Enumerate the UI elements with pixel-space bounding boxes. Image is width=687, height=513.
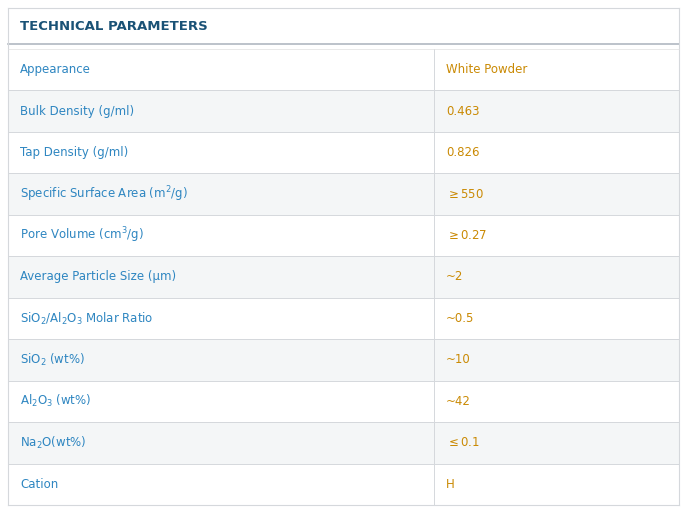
Text: SiO$_{2}$/Al$_{2}$O$_{3}$ Molar Ratio: SiO$_{2}$/Al$_{2}$O$_{3}$ Molar Ratio (20, 310, 153, 326)
Text: $\leq$0.1: $\leq$0.1 (446, 437, 480, 449)
Text: $\geq$0.27: $\geq$0.27 (446, 229, 487, 242)
Text: ~10: ~10 (446, 353, 471, 366)
Text: Tap Density (g/ml): Tap Density (g/ml) (20, 146, 128, 159)
Bar (8, 90, 679, 132)
Text: Average Particle Size (μm): Average Particle Size (μm) (20, 270, 176, 284)
Text: ~42: ~42 (446, 395, 471, 408)
Bar (8, 464, 679, 505)
Text: ~0.5: ~0.5 (446, 312, 475, 325)
Text: Bulk Density (g/ml): Bulk Density (g/ml) (20, 105, 134, 117)
Text: Appearance: Appearance (20, 63, 91, 76)
Text: Na$_{2}$O(wt%): Na$_{2}$O(wt%) (20, 435, 87, 451)
Text: $\geq$550: $\geq$550 (446, 188, 484, 201)
Text: 0.463: 0.463 (446, 105, 480, 117)
Bar (8, 339, 679, 381)
Bar (8, 256, 679, 298)
Bar (8, 173, 679, 215)
Text: White Powder: White Powder (446, 63, 528, 76)
Text: Pore Volume (cm$^{3}$/g): Pore Volume (cm$^{3}$/g) (20, 226, 144, 245)
Bar (8, 132, 679, 173)
Text: Al$_{2}$O$_{3}$ (wt%): Al$_{2}$O$_{3}$ (wt%) (20, 393, 91, 409)
Bar (8, 422, 679, 464)
Bar (8, 215, 679, 256)
Text: Cation: Cation (20, 478, 58, 491)
Bar (8, 298, 679, 339)
Text: ~2: ~2 (446, 270, 464, 284)
Text: H: H (446, 478, 455, 491)
Bar (8, 49, 679, 90)
Text: Specific Surface Area (m$^{2}$/g): Specific Surface Area (m$^{2}$/g) (20, 184, 188, 204)
Text: SiO$_{2}$ (wt%): SiO$_{2}$ (wt%) (20, 352, 85, 368)
Bar (8, 381, 679, 422)
Bar (8, 8, 679, 44)
Text: TECHNICAL PARAMETERS: TECHNICAL PARAMETERS (20, 19, 207, 32)
Text: 0.826: 0.826 (446, 146, 480, 159)
